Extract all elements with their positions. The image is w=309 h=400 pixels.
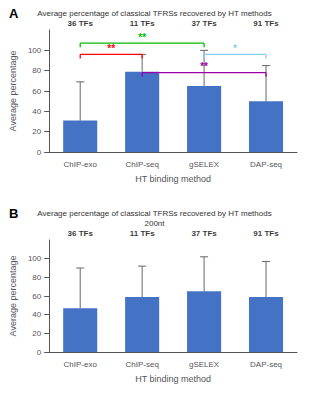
svg-text:80: 80 [32,273,41,282]
svg-text:B: B [9,206,18,221]
svg-text:11 TFs: 11 TFs [130,229,155,238]
svg-text:200nt: 200nt [144,219,165,228]
svg-text:20: 20 [32,329,41,338]
svg-text:ChIP-exo: ChIP-exo [64,160,98,169]
svg-text:20: 20 [32,127,41,136]
svg-text:37 TFs: 37 TFs [191,229,217,238]
svg-text:gSELEX: gSELEX [189,360,220,369]
svg-text:HT binding method: HT binding method [135,174,211,184]
svg-text:ChIP-exo: ChIP-exo [64,360,98,369]
svg-text:*: * [233,43,237,54]
svg-text:100: 100 [28,254,42,263]
svg-text:37 TFs: 37 TFs [191,19,217,28]
svg-text:Average percentage of classica: Average percentage of classical TFRSs re… [37,9,271,18]
svg-text:Average percentage of classica: Average percentage of classical TFRSs re… [37,209,271,218]
svg-text:36 TFs: 36 TFs [68,229,94,238]
svg-text:**: ** [138,32,146,43]
svg-text:11 TFs: 11 TFs [130,19,155,28]
svg-text:60: 60 [32,87,41,96]
svg-text:0: 0 [37,148,42,157]
svg-text:Average percentage: Average percentage [8,51,18,132]
svg-text:ChIP-seq: ChIP-seq [125,160,158,169]
svg-text:**: ** [200,61,208,72]
svg-text:91 TFs: 91 TFs [253,19,279,28]
svg-text:**: ** [107,43,115,54]
svg-text:36 TFs: 36 TFs [68,19,94,28]
svg-text:100: 100 [28,46,42,55]
svg-text:80: 80 [32,66,41,75]
svg-text:ChIP-seq: ChIP-seq [125,360,158,369]
svg-text:0: 0 [37,348,42,357]
svg-text:DAP-seq: DAP-seq [250,160,282,169]
svg-text:A: A [9,6,19,21]
svg-text:40: 40 [32,310,41,319]
svg-text:Average percentage: Average percentage [8,256,18,337]
svg-text:60: 60 [32,292,41,301]
svg-text:DAP-seq: DAP-seq [250,360,282,369]
svg-text:HT binding method: HT binding method [135,374,211,384]
svg-text:40: 40 [32,107,41,116]
svg-text:91 TFs: 91 TFs [253,229,279,238]
svg-text:gSELEX: gSELEX [189,160,220,169]
